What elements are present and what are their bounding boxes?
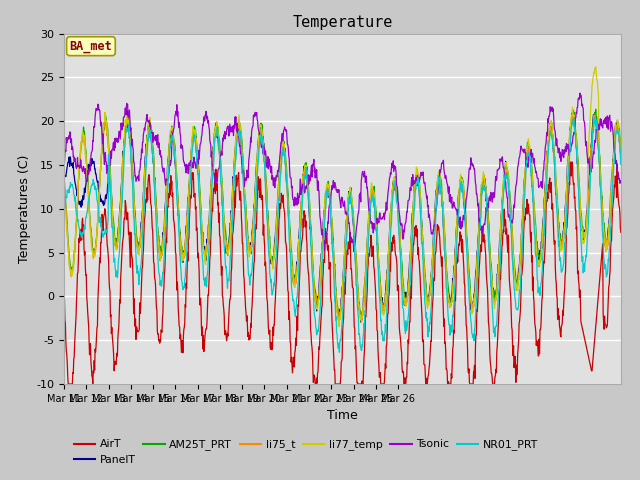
AM25T_PRT [353, 259, 360, 265]
li77_temp [592, 64, 600, 70]
AM25T_PRT [134, 239, 141, 245]
Tsonic [353, 221, 361, 227]
li77_temp [154, 234, 162, 240]
X-axis label: Time: Time [327, 409, 358, 422]
Tsonic [248, 129, 255, 135]
li75_t [617, 150, 625, 156]
AM25T_PRT [365, 220, 372, 226]
AM25T_PRT [154, 225, 162, 230]
li75_t [248, 241, 255, 247]
li75_t [301, 173, 309, 179]
Line: Tsonic: Tsonic [64, 93, 621, 252]
li75_t [154, 232, 162, 238]
AirT [65, 381, 72, 387]
li75_t [358, 319, 365, 324]
NR01_PRT [353, 296, 361, 301]
li77_temp [248, 242, 255, 248]
li77_temp [301, 164, 309, 170]
PanelT [617, 155, 625, 161]
Title: Temperature: Temperature [292, 15, 392, 30]
PanelT [365, 215, 373, 221]
li75_t [365, 219, 372, 225]
PanelT [248, 229, 256, 235]
AirT [353, 380, 361, 385]
AirT [568, 159, 576, 165]
AirT [60, 300, 68, 306]
AirT [248, 303, 256, 309]
Tsonic [350, 249, 358, 254]
Tsonic [576, 90, 584, 96]
Line: li77_temp: li77_temp [64, 67, 621, 326]
AM25T_PRT [617, 144, 625, 150]
li77_temp [365, 214, 372, 219]
Tsonic [365, 204, 372, 210]
NR01_PRT [248, 269, 255, 275]
li77_temp [134, 251, 141, 256]
Text: BA_met: BA_met [70, 40, 112, 53]
NR01_PRT [335, 349, 343, 355]
AM25T_PRT [60, 175, 68, 180]
Tsonic [617, 178, 625, 183]
NR01_PRT [154, 254, 162, 260]
PanelT [357, 319, 365, 325]
AirT [154, 331, 162, 337]
Tsonic [60, 161, 68, 167]
li77_temp [617, 147, 625, 153]
Line: NR01_PRT: NR01_PRT [64, 118, 621, 352]
li77_temp [353, 275, 361, 280]
NR01_PRT [60, 212, 68, 217]
PanelT [124, 108, 131, 114]
PanelT [302, 165, 310, 171]
AirT [302, 218, 310, 224]
Tsonic [301, 184, 309, 190]
Line: li75_t: li75_t [64, 114, 621, 322]
Legend: AirT, PanelT, AM25T_PRT, li75_t, li77_temp, Tsonic, NR01_PRT: AirT, PanelT, AM25T_PRT, li75_t, li77_te… [69, 435, 542, 469]
AirT [365, 251, 372, 256]
NR01_PRT [591, 115, 599, 121]
Tsonic [134, 176, 141, 181]
li75_t [353, 274, 360, 279]
li75_t [134, 247, 141, 252]
AM25T_PRT [357, 315, 365, 321]
li75_t [569, 111, 577, 117]
PanelT [60, 179, 68, 185]
li75_t [60, 184, 68, 190]
Tsonic [154, 132, 162, 138]
Y-axis label: Temperatures (C): Temperatures (C) [18, 155, 31, 263]
PanelT [134, 246, 142, 252]
AM25T_PRT [301, 162, 309, 168]
Line: AM25T_PRT: AM25T_PRT [64, 109, 621, 318]
li77_temp [60, 180, 68, 186]
PanelT [154, 242, 162, 248]
AirT [617, 229, 625, 235]
Line: PanelT: PanelT [64, 111, 621, 322]
li77_temp [335, 324, 343, 329]
NR01_PRT [134, 271, 141, 276]
NR01_PRT [301, 176, 309, 181]
AirT [134, 329, 142, 335]
PanelT [353, 275, 361, 280]
NR01_PRT [617, 162, 625, 168]
Line: AirT: AirT [64, 162, 621, 384]
NR01_PRT [365, 234, 372, 240]
AM25T_PRT [592, 107, 600, 112]
AM25T_PRT [248, 241, 255, 247]
